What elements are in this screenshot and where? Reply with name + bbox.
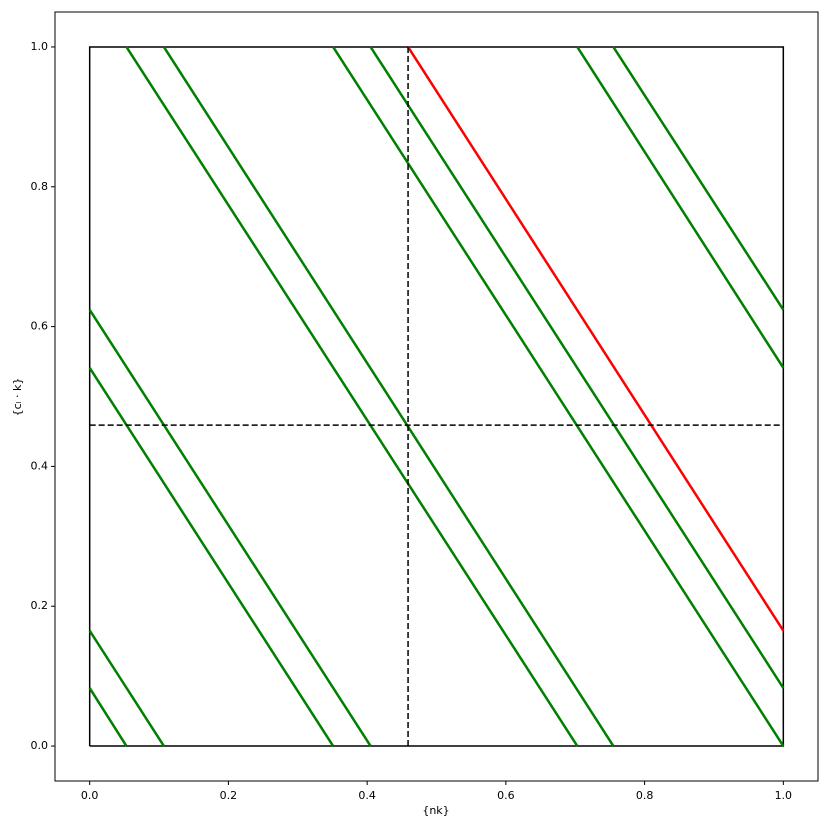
line [88, 46, 785, 747]
y-tick-label: 0.4 [31, 459, 49, 472]
y-tick-label: 0.0 [31, 739, 49, 752]
y-tick-label: 0.8 [31, 180, 49, 193]
x-tick-label: 0.2 [220, 789, 238, 802]
x-tick-label: 0.0 [81, 789, 99, 802]
x-tick-label: 0.6 [497, 789, 515, 802]
axes-frame [54, 11, 819, 782]
x-axis-label: {nk} [422, 804, 449, 817]
x-tick-label: 0.4 [358, 789, 376, 802]
x-tick-label: 1.0 [775, 789, 793, 802]
y-tick-label: 0.6 [31, 320, 49, 333]
line [407, 46, 785, 632]
y-tick-label: 1.0 [31, 40, 49, 53]
y-axis-label: {cₗ · k} [11, 378, 24, 417]
x-tick-label: 0.8 [636, 789, 654, 802]
y-tick-label: 0.2 [31, 599, 49, 612]
line [88, 46, 785, 747]
